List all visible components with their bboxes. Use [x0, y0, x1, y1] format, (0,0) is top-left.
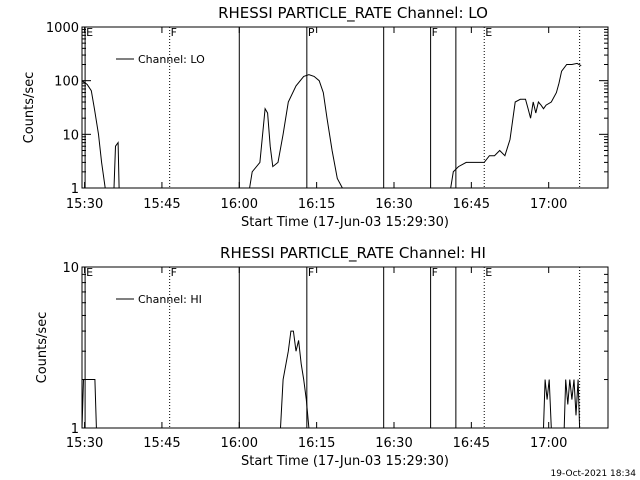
chart-0-plot-frame: [81, 26, 609, 189]
chart-0-ytick-label-1: 10: [62, 128, 79, 143]
chart-1-xtick-label-2: 16:00: [221, 436, 258, 451]
chart-1-legend-label: Channel: HI: [138, 293, 202, 306]
chart-1-xtick-label-3: 16:15: [298, 436, 335, 451]
chart-0-series-0-segment-2: [249, 74, 343, 188]
chart-0-ytick-label-2: 100: [54, 75, 79, 90]
chart-0-xtick-label-5: 16:45: [453, 197, 490, 212]
chart-1-xlabel: Start Time (17-Jun-03 15:29:30): [241, 454, 449, 469]
chart-1-xtick-label-5: 16:45: [453, 436, 490, 451]
chart-1-ytick-label-1: 10: [62, 261, 79, 276]
chart-0-series-0-segment-1: [113, 141, 120, 188]
chart-0-xtick-label-4: 16:30: [375, 197, 412, 212]
chart-1-xtick-label-0: 15:30: [66, 436, 103, 451]
chart-1-marker-label-1: F: [171, 266, 177, 279]
footer-timestamp: 19-Oct-2021 18:34: [551, 469, 637, 479]
chart-1-title: RHESSI PARTICLE_RATE Channel: HI: [220, 244, 486, 263]
chart-1-xtick-label-6: 17:00: [530, 436, 567, 451]
chart-1-series-0-segment-1: [280, 330, 310, 428]
chart-0-marker-label-7: E: [485, 26, 492, 39]
chart-0-series-0-segment-3: [450, 62, 582, 188]
chart-0-ytick-label-3: 1000: [46, 21, 79, 36]
chart-0-xtick-label-6: 17:00: [530, 197, 567, 212]
chart-1-marker-label-0: E: [86, 266, 93, 279]
chart-0-xlabel: Start Time (17-Jun-03 15:29:30): [241, 215, 449, 230]
chart-0-series-0-segment-0: [82, 80, 106, 188]
chart-panel-hi: RHESSI PARTICLE_RATE Channel: HI E F F F E 15:…: [35, 244, 609, 469]
chart-0-xtick-label-0: 15:30: [66, 197, 103, 212]
chart-1-xtick-label-4: 16:30: [375, 436, 412, 451]
chart-0-xtick-label-1: 15:45: [143, 197, 180, 212]
chart-0-marker-label-0: E: [86, 26, 93, 39]
chart-0-marker-label-3: P: [308, 26, 315, 39]
chart-1-series-0-segment-3: [563, 379, 581, 428]
chart-0-title: RHESSI PARTICLE_RATE Channel: LO: [218, 4, 488, 23]
chart-1-marker-label-3: F: [308, 266, 314, 279]
chart-1-series-0-segment-0: [82, 379, 97, 428]
chart-0-ytick-label-0: 1: [71, 182, 79, 197]
chart-1-marker-label-7: E: [485, 266, 492, 279]
chart-0-legend-label: Channel: LO: [138, 53, 205, 66]
chart-1-ytick-label-0: 1: [71, 422, 79, 437]
chart-1-ylabel: Counts/sec: [35, 312, 50, 384]
chart-0-xtick-label-3: 16:15: [298, 197, 335, 212]
chart-0-marker-label-1: F: [171, 26, 177, 39]
chart-1-plot-frame: [81, 266, 609, 429]
chart-0-marker-label-5: F: [432, 26, 438, 39]
chart-1-series-0-segment-2: [543, 379, 552, 428]
chart-panel-lo: RHESSI PARTICLE_RATE Channel: LO E F P F E 15:…: [22, 4, 609, 230]
chart-1-xtick-label-1: 15:45: [143, 436, 180, 451]
chart-0-xtick-label-2: 16:00: [221, 197, 258, 212]
chart-1-marker-label-5: F: [432, 266, 438, 279]
chart-0-ylabel: Counts/sec: [22, 72, 37, 144]
